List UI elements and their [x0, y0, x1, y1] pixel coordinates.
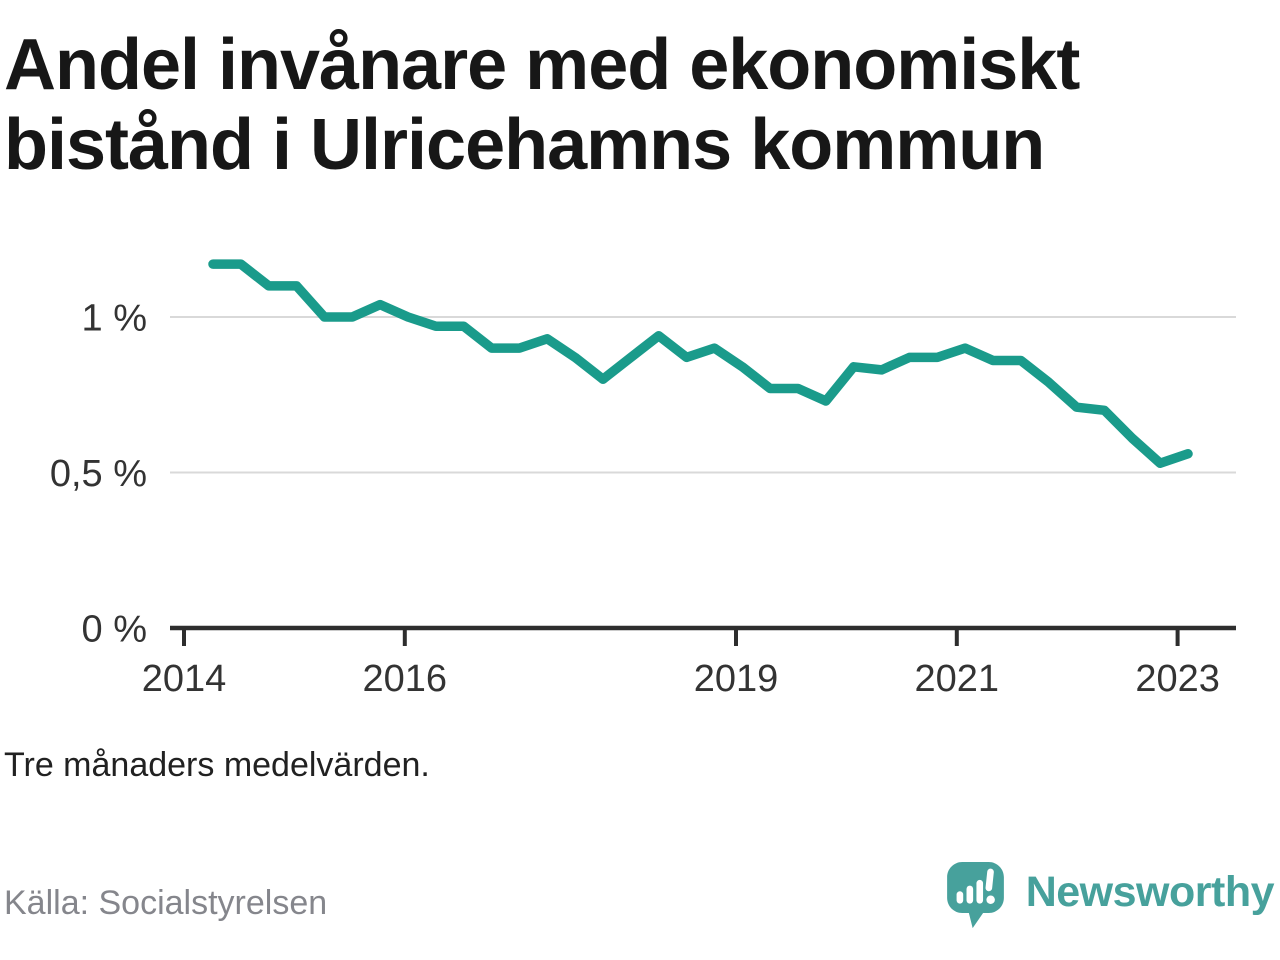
- newsworthy-logo-icon: [946, 861, 1004, 929]
- y-tick-label: 0,5 %: [50, 453, 147, 495]
- x-tick-label: 2023: [1135, 658, 1220, 700]
- newsworthy-logo: Newsworthy: [946, 858, 1275, 931]
- chart-footnote: Tre månaders medelvärden.: [4, 746, 430, 784]
- logo-bar-icon: [956, 891, 963, 904]
- x-tick-label: 2016: [363, 658, 448, 700]
- logo-exclamation-dot-icon: [986, 895, 995, 905]
- chart-source: Källa: Socialstyrelsen: [4, 884, 328, 922]
- x-tick-label: 2021: [915, 658, 1000, 700]
- data-line: [208, 259, 1193, 468]
- logo-bar-icon: [976, 879, 983, 904]
- y-tick-label: 0 %: [82, 609, 147, 651]
- logo-exclamation-icon: [985, 868, 994, 892]
- x-tick-label: 2014: [142, 658, 227, 700]
- y-tick-label: 1 %: [82, 298, 147, 340]
- x-tick-label: 2019: [694, 658, 779, 700]
- logo-bar-icon: [966, 885, 973, 904]
- newsworthy-wordmark: Newsworthy: [1025, 868, 1275, 916]
- chart-title: Andel invånare med ekonomiskt bistånd i …: [4, 25, 1080, 185]
